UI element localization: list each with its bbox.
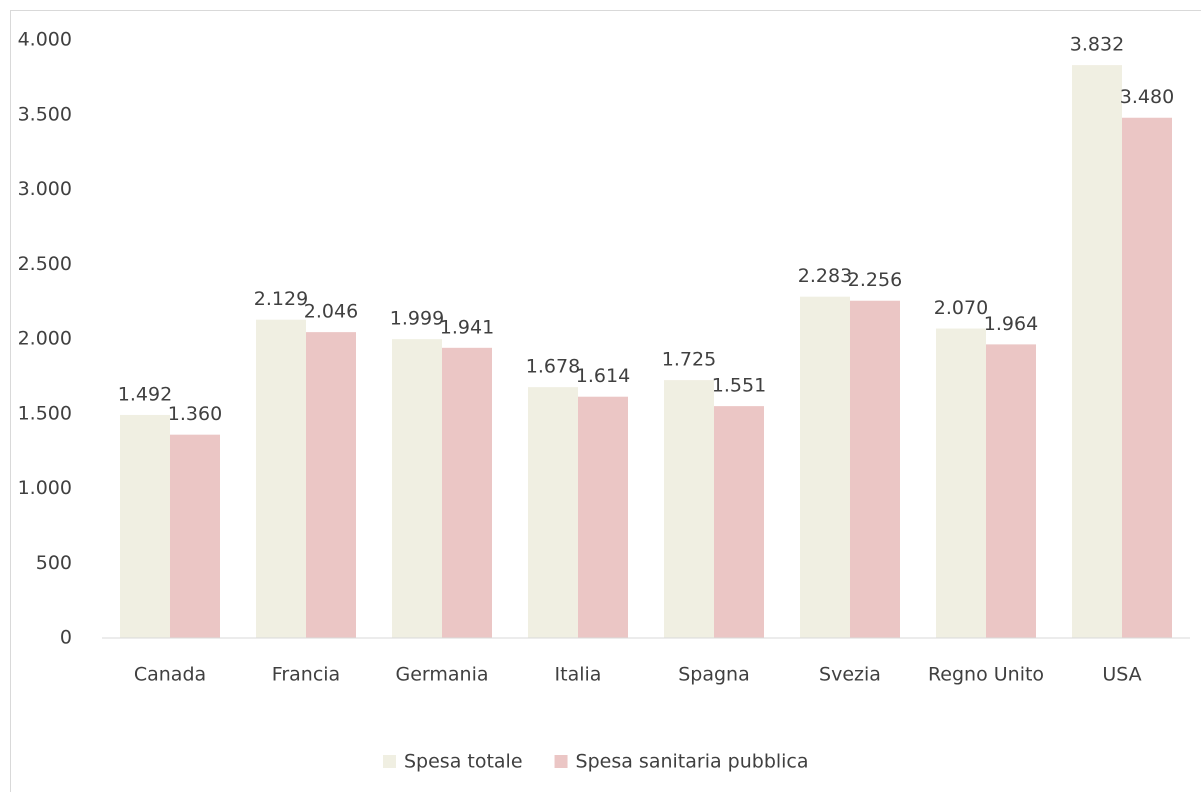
x-tick-label: Svezia: [819, 664, 881, 686]
data-label: 2.046: [304, 301, 358, 323]
bar: [936, 328, 986, 638]
bar: [1072, 65, 1122, 639]
data-label: 1.964: [984, 313, 1038, 335]
y-tick-label: 1.500: [18, 402, 72, 424]
x-tick-label: Spagna: [678, 664, 750, 686]
y-tick-label: 4.000: [18, 29, 72, 51]
y-tick-label: 3.500: [18, 103, 72, 125]
x-tick-label: Regno Unito: [928, 664, 1044, 686]
data-label: 1.678: [526, 356, 580, 378]
x-tick-label: Italia: [555, 664, 602, 686]
bar: [578, 396, 628, 638]
x-tick-label: Canada: [134, 664, 206, 686]
data-label: 2.070: [934, 297, 988, 319]
bar: [306, 332, 356, 638]
data-label: 2.283: [798, 265, 852, 287]
y-tick-label: 2.500: [18, 253, 72, 275]
data-label: 2.256: [848, 269, 902, 291]
legend-swatch: [383, 755, 396, 768]
y-tick-label: 3.000: [18, 178, 72, 200]
x-tick-label: USA: [1102, 664, 1141, 686]
data-label: 1.725: [662, 349, 716, 371]
y-tick-label: 0: [60, 627, 72, 649]
bar: [256, 319, 306, 638]
y-tick-label: 1.000: [18, 477, 72, 499]
bar: [850, 300, 900, 638]
data-label: 1.614: [576, 365, 630, 387]
bar: [442, 347, 492, 638]
data-label: 3.480: [1120, 86, 1174, 108]
legend-swatch: [554, 755, 568, 768]
bar: [392, 339, 442, 638]
legend-label: Spesa sanitaria pubblica: [576, 751, 809, 773]
data-label: 1.551: [712, 375, 766, 397]
y-tick-label: 500: [36, 552, 72, 574]
bar: [714, 406, 764, 638]
data-label: 1.941: [440, 316, 494, 338]
data-label: 1.360: [168, 403, 222, 425]
legend-label: Spesa totale: [404, 751, 523, 773]
bar: [664, 380, 714, 638]
x-tick-label: Germania: [395, 664, 488, 686]
data-label: 2.129: [254, 288, 308, 310]
bar: [528, 387, 578, 638]
x-tick-label: Francia: [272, 664, 340, 686]
bar: [170, 434, 220, 638]
data-label: 1.999: [390, 308, 444, 330]
bar: [800, 296, 850, 638]
y-tick-label: 2.000: [18, 328, 72, 350]
bar: [1122, 117, 1172, 639]
bar: [986, 344, 1036, 638]
bar: [120, 414, 170, 638]
data-label: 1.492: [118, 383, 172, 405]
data-label: 3.832: [1070, 34, 1124, 56]
